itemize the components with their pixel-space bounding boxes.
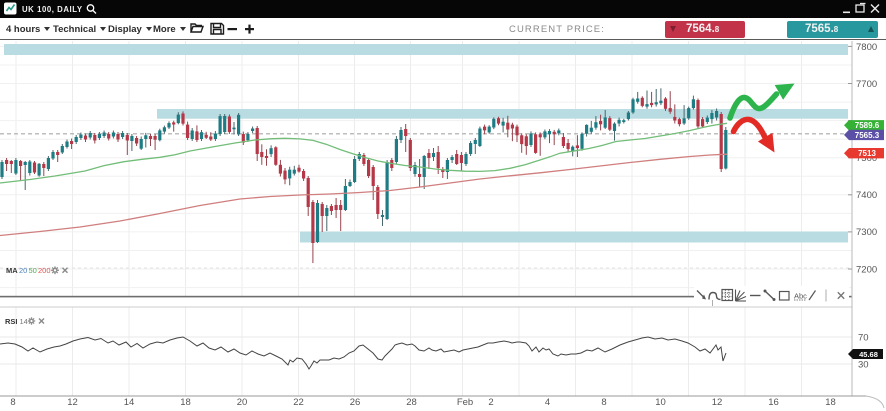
svg-text:50: 50 <box>29 266 37 275</box>
svg-text:16: 16 <box>768 397 779 408</box>
svg-text:RSI: RSI <box>5 317 18 326</box>
svg-text:30: 30 <box>858 359 869 370</box>
svg-text:14: 14 <box>124 397 135 408</box>
svg-text:7300: 7300 <box>856 227 877 238</box>
svg-text:20: 20 <box>237 397 248 408</box>
svg-text:4: 4 <box>545 397 550 408</box>
svg-text:7400: 7400 <box>856 190 877 201</box>
svg-text:200: 200 <box>38 266 51 275</box>
svg-text:7200: 7200 <box>856 264 877 275</box>
svg-text:28: 28 <box>406 397 417 408</box>
svg-text:12: 12 <box>67 397 78 408</box>
svg-text:8: 8 <box>10 397 15 408</box>
svg-text:Abc: Abc <box>794 292 807 301</box>
svg-text:20: 20 <box>19 266 27 275</box>
svg-text:Feb: Feb <box>457 397 473 408</box>
svg-text:UK 100, DAILY: UK 100, DAILY <box>22 5 83 14</box>
svg-text:12: 12 <box>712 397 723 408</box>
svg-text:18: 18 <box>180 397 191 408</box>
svg-text:7513: 7513 <box>858 149 876 158</box>
svg-text:7565.3: 7565.3 <box>855 131 880 140</box>
svg-text:10: 10 <box>655 397 666 408</box>
svg-text:7589.6: 7589.6 <box>855 121 880 130</box>
svg-text:45.68: 45.68 <box>859 350 878 359</box>
svg-text:26: 26 <box>350 397 361 408</box>
svg-text:70: 70 <box>858 332 869 343</box>
svg-text:8: 8 <box>601 397 606 408</box>
svg-text:2: 2 <box>488 397 493 408</box>
svg-text:22: 22 <box>293 397 304 408</box>
svg-text:7500: 7500 <box>856 153 877 164</box>
svg-text:14: 14 <box>20 317 28 326</box>
svg-text:18: 18 <box>825 397 836 408</box>
svg-text:7700: 7700 <box>856 79 877 90</box>
svg-text:MA: MA <box>6 266 18 275</box>
svg-text:7800: 7800 <box>856 42 877 53</box>
